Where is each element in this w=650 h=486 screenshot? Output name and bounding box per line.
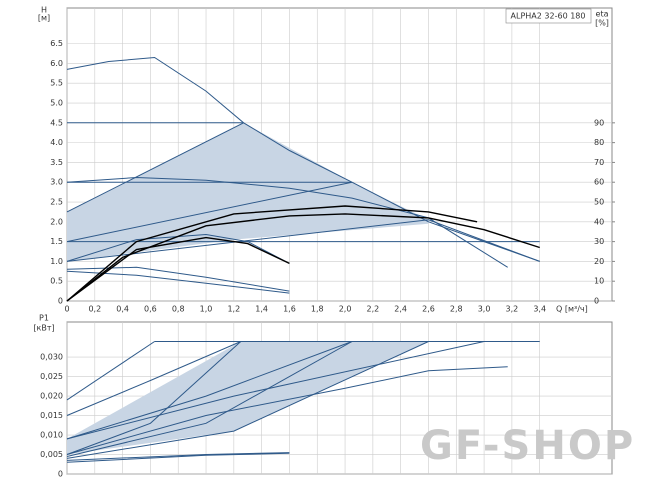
curve (66, 236, 290, 302)
plot-area (66, 7, 613, 302)
y-tick-label: 5.0 (50, 99, 63, 108)
curve (66, 56, 540, 262)
curve (66, 341, 485, 440)
y2-tick-label: 80 (594, 138, 604, 147)
y2-tick-label: 50 (594, 198, 604, 207)
area (67, 122, 429, 262)
curve (66, 213, 540, 302)
x-tick-label: 3,4 (533, 305, 546, 314)
curve (66, 341, 429, 459)
chart-title: ALPHA2 32-60 180 (511, 12, 586, 21)
y-unit: [м] (38, 14, 50, 23)
y-tick-label: 0,020 (40, 392, 63, 401)
y2-tick-label: 90 (594, 118, 604, 127)
curve (66, 341, 353, 440)
curve (66, 452, 290, 461)
y-label: P1 (39, 314, 49, 323)
curve (66, 341, 242, 455)
curve (66, 452, 290, 463)
curve (66, 341, 241, 416)
curve (66, 266, 290, 292)
y2-unit: [%] (595, 19, 609, 28)
y-tick-label: 1.5 (50, 237, 63, 246)
y-tick-label: 4.0 (50, 138, 63, 147)
y-tick-label: 0,030 (40, 353, 63, 362)
x-tick-label: 2,0 (339, 305, 352, 314)
y-tick-label: 0,015 (40, 411, 63, 420)
x-tick-label: 3,0 (478, 305, 491, 314)
y-tick-label: 0 (58, 470, 63, 479)
x-tick-label: 1,6 (283, 305, 296, 314)
x-tick-label: 3,2 (506, 305, 519, 314)
y2-tick-label: 10 (594, 277, 604, 286)
y-label: H (41, 6, 47, 15)
y-tick-label: 3.5 (50, 158, 63, 167)
y-tick-label: 0,005 (40, 450, 63, 459)
x-tick-label: 2,6 (422, 305, 435, 314)
curve (66, 205, 478, 302)
curve (66, 233, 290, 264)
x-tick-label: 1,2 (227, 305, 240, 314)
x-tick-label: 1,8 (311, 305, 324, 314)
y2-tick-label: 0 (594, 297, 599, 306)
x-tick-label: 0,6 (144, 305, 157, 314)
y2-tick-label: 20 (594, 257, 604, 266)
y-tick-label: 0.5 (50, 277, 63, 286)
x-label: Q [м³/ч] (556, 305, 588, 314)
x-tick-label: 1,0 (200, 305, 213, 314)
y-tick-label: 6.0 (50, 59, 63, 68)
y-tick-label: 1.0 (50, 257, 63, 266)
y-tick-label: 0,025 (40, 372, 63, 381)
area (67, 341, 429, 455)
y-tick-label: 3.0 (50, 178, 63, 187)
x-tick-label: 2,8 (450, 305, 463, 314)
y2-tick-label: 30 (594, 237, 604, 246)
y-tick-label: 0 (58, 297, 63, 306)
curve (66, 219, 540, 262)
title-box (505, 8, 592, 24)
y-tick-label: 6.5 (50, 39, 63, 48)
y-tick-label: 0,010 (40, 431, 63, 440)
watermark: GF-SHOP (420, 423, 635, 469)
x-tick-label: 0,2 (88, 305, 101, 314)
x-tick-label: 2,2 (367, 305, 380, 314)
curve (66, 341, 155, 401)
y-tick-label: 2.5 (50, 198, 63, 207)
y-tick-label: 4.5 (50, 118, 63, 127)
y-tick-label: 5.5 (50, 79, 63, 88)
x-tick-label: 2,4 (394, 305, 407, 314)
curve (66, 181, 353, 243)
x-tick-label: 0,4 (116, 305, 129, 314)
x-tick-label: 0 (64, 305, 69, 314)
y2-label: eta (596, 10, 609, 19)
y2-tick-label: 70 (594, 158, 604, 167)
curve (66, 122, 244, 213)
curve (66, 366, 508, 455)
x-tick-label: 1,4 (255, 305, 268, 314)
curve (66, 341, 353, 457)
y2-tick-label: 60 (594, 178, 604, 187)
y-unit: [кВт] (33, 324, 54, 333)
x-tick-label: 0,8 (172, 305, 185, 314)
y-tick-label: 2.0 (50, 217, 63, 226)
y2-tick-label: 40 (594, 217, 604, 226)
